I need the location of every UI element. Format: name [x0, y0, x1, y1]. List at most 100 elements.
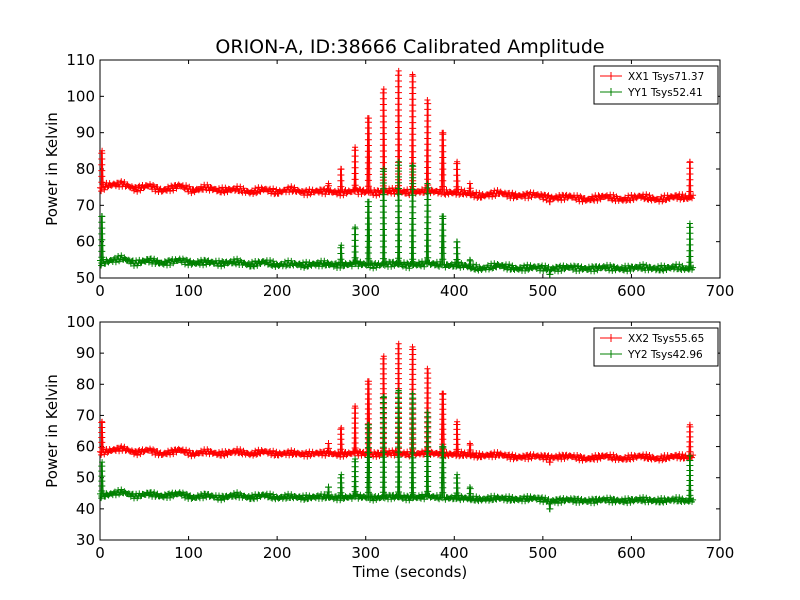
x-tick-label: 600: [617, 544, 646, 562]
x-tick-label: 100: [174, 544, 203, 562]
y-tick-label: 80: [76, 160, 95, 178]
spike-markers: [453, 160, 461, 197]
spike-markers: [364, 203, 372, 269]
legend: XX1 Tsys71.37 YY1 Tsys52.41: [593, 65, 719, 105]
top-panel: 0 100 200 300 400 500 600 700 50 60 70 80 90 100 110 Po…: [43, 51, 734, 300]
spike-markers: [424, 184, 432, 267]
spike-markers: [439, 444, 447, 502]
legend-label: XX1 Tsys71.37: [628, 71, 704, 83]
y-tick-label: 40: [76, 500, 95, 518]
spike-markers: [351, 458, 359, 501]
x-tick-label: 100: [174, 282, 203, 300]
spike-markers: [409, 394, 417, 502]
spike-markers: [686, 158, 694, 201]
series-2: [97, 387, 697, 513]
x-tick-label: 200: [263, 544, 292, 562]
y-axis-label: Power in Kelvin: [43, 112, 61, 226]
spike-markers: [453, 238, 461, 269]
spike-markers: [453, 474, 461, 502]
y-tick-label: 100: [66, 313, 95, 331]
spike-markers: [546, 198, 554, 206]
legend: XX2 Tsys55.65 YY2 Tsys42.96: [593, 327, 719, 367]
y-tick-label: 50: [76, 269, 95, 287]
x-tick-label: 600: [617, 282, 646, 300]
spike-markers: [98, 149, 106, 192]
x-axis-label: Time (seconds): [352, 563, 468, 581]
spike-markers: [546, 458, 554, 466]
x-tick-label: 700: [706, 282, 735, 300]
y-tick-label: 80: [76, 375, 95, 393]
spike-markers: [546, 500, 554, 513]
legend-box: [593, 327, 719, 367]
y-tick-label: 30: [76, 531, 95, 549]
spike-markers: [466, 441, 474, 459]
legend-marker: [607, 334, 615, 342]
spike-markers: [351, 404, 359, 457]
x-tick-label: 300: [351, 282, 380, 300]
spike-markers: [325, 260, 332, 268]
spike-markers: [453, 421, 461, 458]
spike-markers: [686, 223, 694, 272]
y-tick-label: 90: [76, 344, 95, 362]
legend-box: [593, 65, 719, 105]
x-tick-label: 500: [529, 544, 558, 562]
spike-markers: [466, 184, 474, 198]
spike-markers: [98, 419, 106, 456]
spike-markers: [364, 424, 372, 501]
spike-markers: [337, 244, 345, 269]
legend-label: XX2 Tsys55.65: [628, 333, 704, 345]
spike-markers: [424, 413, 432, 500]
x-tick-label: 400: [440, 544, 469, 562]
spike-markers: [686, 457, 694, 504]
y-tick-label: 60: [76, 438, 95, 456]
y-tick-label: 90: [76, 124, 95, 142]
y-tick-label: 110: [66, 51, 95, 69]
x-tick-label: 200: [263, 282, 292, 300]
x-tick-label: 300: [351, 544, 380, 562]
y-tick-label: 100: [66, 87, 95, 105]
spike-markers: [364, 118, 372, 196]
legend-marker: [607, 350, 615, 358]
bottom-panel: 0 100 200 300 400 500 600 700 30 40 50 60 70 80 90 100 P…: [43, 313, 734, 562]
x-tick-label: 500: [529, 282, 558, 300]
spike-markers: [466, 485, 474, 503]
legend-label: YY2 Tsys42.96: [627, 349, 703, 361]
spike-markers: [98, 462, 106, 500]
spike-markers: [379, 167, 387, 268]
y-axis-label: Power in Kelvin: [43, 374, 61, 488]
spike-markers: [546, 270, 554, 278]
x-tick-label: 0: [95, 544, 105, 562]
spike-markers: [439, 130, 447, 196]
y-tick-label: 70: [76, 196, 95, 214]
x-tick-label: 0: [95, 282, 105, 300]
spike-markers: [351, 146, 359, 195]
spike-markers: [395, 388, 402, 501]
spike-markers: [98, 213, 106, 267]
legend-label: YY1 Tsys52.41: [627, 87, 703, 99]
spike-markers: [337, 165, 345, 196]
spike-markers: [409, 162, 417, 269]
series-markers: [97, 387, 697, 512]
x-tick-label: 700: [706, 544, 735, 562]
spike-markers: [466, 257, 474, 271]
y-tick-label: 70: [76, 406, 95, 424]
spike-markers: [439, 215, 447, 269]
chart-title: ORION-A, ID:38666 Calibrated Amplitude: [215, 36, 604, 58]
spike-markers: [325, 483, 332, 501]
x-tick-label: 400: [440, 282, 469, 300]
spike-markers: [351, 225, 359, 268]
spike-markers: [379, 394, 387, 501]
y-tick-label: 60: [76, 233, 95, 251]
spike-markers: [395, 161, 402, 268]
series-2: [97, 158, 697, 278]
legend-marker: [607, 88, 615, 96]
series-markers: [97, 158, 697, 278]
spike-markers: [337, 474, 345, 502]
series-1: [97, 340, 697, 466]
legend-marker: [607, 72, 615, 80]
spike-markers: [325, 440, 332, 457]
spike-markers: [325, 182, 332, 195]
spike-markers: [337, 425, 345, 458]
y-tick-label: 50: [76, 469, 95, 487]
